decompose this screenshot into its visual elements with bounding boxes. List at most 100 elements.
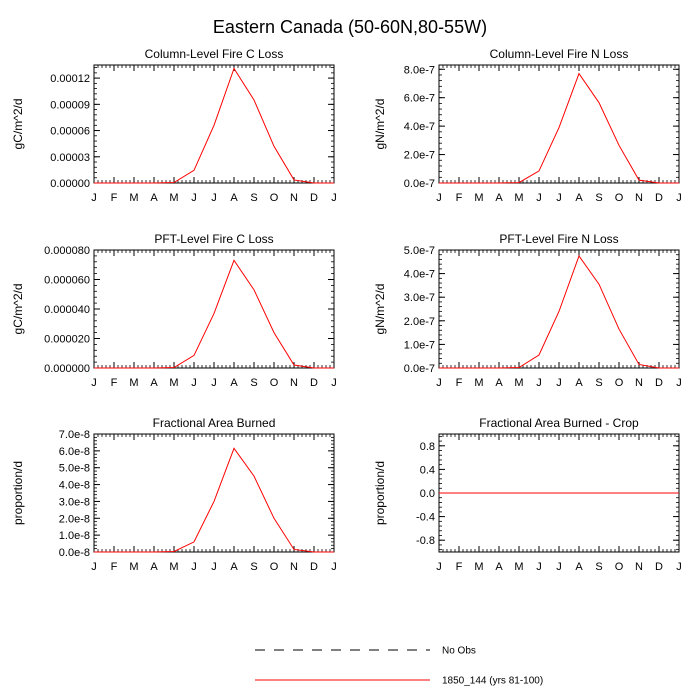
y-tick-label: -0.8	[416, 535, 435, 547]
x-tick-label: A	[150, 192, 158, 204]
legend-label-no-obs: No Obs	[442, 646, 476, 657]
plot-frame	[93, 249, 335, 369]
y-tick-label: 3.0e-7	[404, 292, 435, 304]
y-tick-label: 3.0e-8	[59, 496, 90, 508]
x-tick-label: J	[556, 377, 562, 389]
x-tick-label: O	[615, 377, 624, 389]
x-tick-label: M	[129, 192, 138, 204]
x-tick-label: F	[111, 561, 118, 573]
x-tick-label: J	[191, 192, 197, 204]
y-tick-label: 6.0e-7	[404, 93, 435, 105]
panel-title: PFT-Level Fire C Loss	[154, 232, 273, 246]
x-tick-label: A	[150, 377, 158, 389]
x-tick-label: A	[575, 377, 583, 389]
panel-title: Fractional Area Burned - Crop	[479, 416, 639, 430]
x-tick-label: J	[536, 561, 542, 573]
y-tick-label: 0.00006	[50, 126, 90, 138]
y-tick-label: 0.000020	[44, 334, 90, 346]
y-tick-label: 0.00003	[50, 152, 90, 164]
panel-title: Column-Level Fire C Loss	[145, 47, 284, 61]
x-tick-label: D	[655, 192, 663, 204]
y-tick-label: 0.4	[420, 464, 435, 476]
x-tick-label: A	[495, 377, 503, 389]
y-tick-label: 2.0e-7	[404, 150, 435, 162]
x-tick-label: M	[169, 377, 178, 389]
plot-frame	[438, 64, 680, 184]
x-tick-label: J	[331, 192, 337, 204]
y-axis-label: proportion/d	[373, 461, 387, 525]
panel-title: Column-Level Fire N Loss	[490, 47, 629, 61]
x-tick-label: S	[595, 377, 602, 389]
x-tick-label: M	[169, 561, 178, 573]
x-tick-label: J	[676, 377, 682, 389]
y-tick-label: 0.00009	[50, 99, 90, 111]
x-tick-label: M	[514, 561, 523, 573]
x-tick-label: S	[250, 561, 257, 573]
y-tick-label: 4.0e-7	[404, 121, 435, 133]
x-tick-label: J	[211, 377, 217, 389]
x-tick-label: A	[150, 561, 158, 573]
x-tick-label: D	[655, 377, 663, 389]
x-tick-label: J	[556, 192, 562, 204]
x-tick-label: M	[474, 377, 483, 389]
y-axis-label: gN/m^2/d	[373, 99, 387, 150]
x-tick-label: J	[91, 561, 97, 573]
panel-title: PFT-Level Fire N Loss	[499, 232, 618, 246]
x-tick-label: D	[310, 561, 318, 573]
x-tick-label: A	[575, 192, 583, 204]
x-tick-label: J	[191, 561, 197, 573]
x-tick-label: M	[514, 192, 523, 204]
y-axis-label: proportion/d	[11, 461, 25, 525]
x-tick-label: A	[495, 192, 503, 204]
y-tick-label: 0.000000	[44, 363, 90, 375]
y-tick-label: 5.0e-7	[404, 245, 435, 257]
x-tick-label: J	[331, 561, 337, 573]
y-tick-label: 5.0e-8	[59, 463, 90, 475]
x-tick-label: D	[310, 377, 318, 389]
y-tick-label: 2.0e-7	[404, 316, 435, 328]
x-tick-label: O	[270, 561, 279, 573]
x-tick-label: S	[250, 192, 257, 204]
x-tick-label: O	[270, 377, 279, 389]
y-axis-label: gC/m^2/d	[11, 284, 25, 335]
y-tick-label: 7.0e-8	[59, 429, 90, 441]
x-tick-label: O	[615, 561, 624, 573]
x-tick-label: J	[191, 377, 197, 389]
y-tick-label: 8.0e-7	[404, 64, 435, 76]
figure-title: Eastern Canada (50-60N,80-55W)	[213, 17, 487, 37]
x-tick-label: S	[595, 192, 602, 204]
x-tick-label: O	[615, 192, 624, 204]
x-tick-label: F	[456, 561, 463, 573]
x-tick-label: J	[676, 192, 682, 204]
x-tick-label: J	[536, 377, 542, 389]
y-tick-label: 6.0e-8	[59, 446, 90, 458]
x-tick-label: A	[575, 561, 583, 573]
x-tick-label: A	[230, 377, 238, 389]
y-tick-label: 0.000080	[44, 245, 90, 257]
x-tick-label: M	[169, 192, 178, 204]
y-tick-label: 0.0e-8	[59, 547, 90, 559]
x-tick-label: N	[635, 561, 643, 573]
x-tick-label: O	[270, 192, 279, 204]
x-tick-label: J	[556, 561, 562, 573]
x-tick-label: A	[495, 561, 503, 573]
y-tick-label: 0.000060	[44, 275, 90, 287]
series-line	[94, 259, 334, 369]
y-tick-label: 0.0e-7	[404, 363, 435, 375]
x-tick-label: M	[474, 192, 483, 204]
x-tick-label: N	[290, 561, 298, 573]
plot-frame	[93, 433, 335, 553]
x-tick-label: F	[111, 192, 118, 204]
x-tick-label: J	[331, 377, 337, 389]
x-tick-label: D	[655, 561, 663, 573]
x-tick-label: F	[456, 377, 463, 389]
x-tick-label: F	[111, 377, 118, 389]
y-tick-label: 1.0e-7	[404, 339, 435, 351]
